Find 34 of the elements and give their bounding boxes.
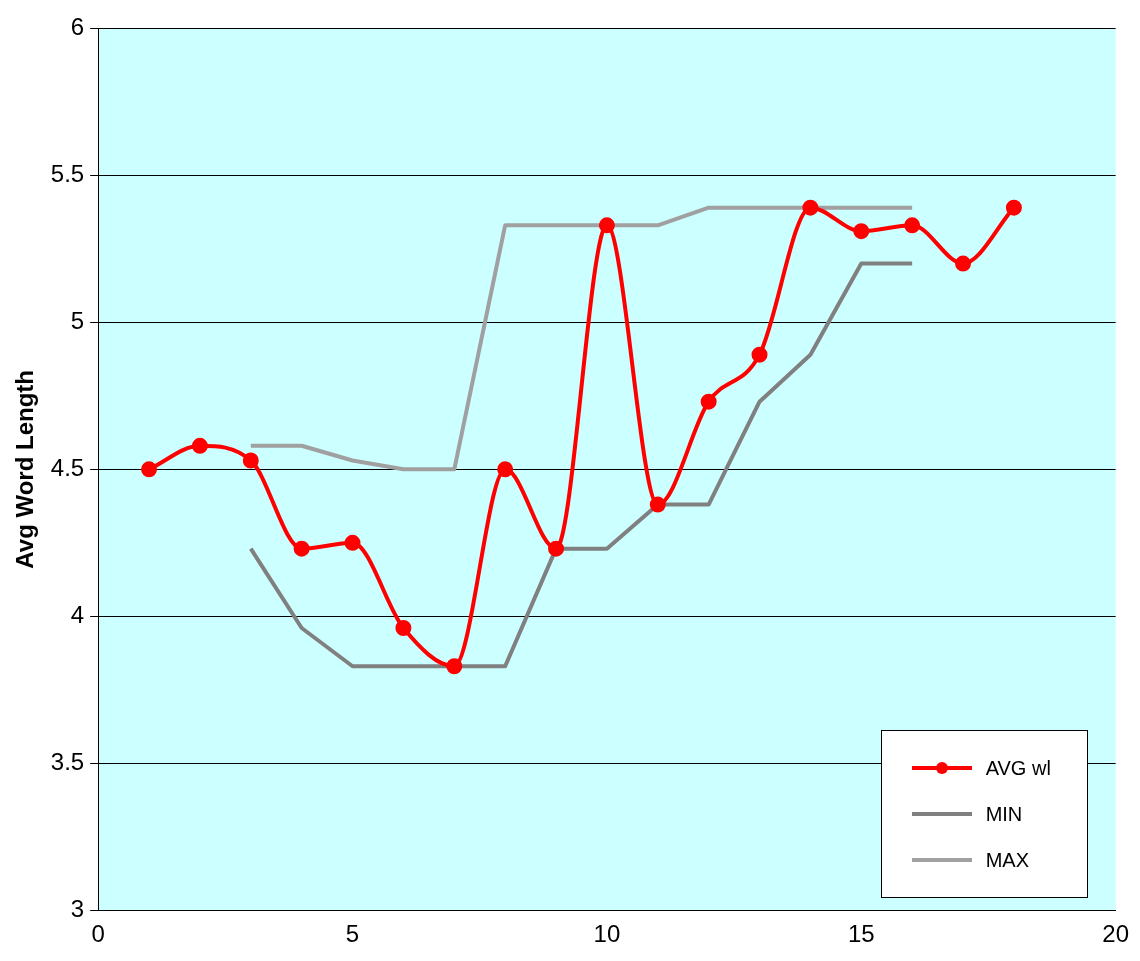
point [293,540,310,557]
x-tick-label: 0 [91,920,105,948]
x-tick-label: 10 [593,920,621,948]
point [344,534,361,551]
point [853,223,870,240]
point [548,540,565,557]
point [141,461,158,478]
legend-label: AVG wl [985,756,1051,780]
y-tick-label: 5 [70,306,85,334]
x-tick-label: 5 [345,920,360,948]
point [242,452,259,469]
y-tick-label: 3 [70,894,85,922]
point [751,346,768,363]
x-tick-label: 20 [1102,920,1129,948]
point [955,255,972,272]
point [1005,199,1022,216]
y-tick-label: 6 [70,13,85,41]
legend-label: MAX [985,848,1029,872]
y-axis-title: Avg Word Length [11,369,39,569]
legend-label: MIN [985,802,1023,826]
point [700,393,717,410]
point [497,461,514,478]
point [802,199,819,216]
y-tick-label: 4.5 [50,453,85,481]
y-tick-label: 5.5 [50,159,85,187]
y-tick-label: 4 [70,600,85,628]
point [395,620,412,637]
point [598,217,615,234]
point [904,217,921,234]
point [191,437,208,454]
point [446,658,463,675]
y-tick-label: 3.5 [50,747,85,775]
point [649,496,666,513]
x-tick-label: 15 [847,920,875,948]
